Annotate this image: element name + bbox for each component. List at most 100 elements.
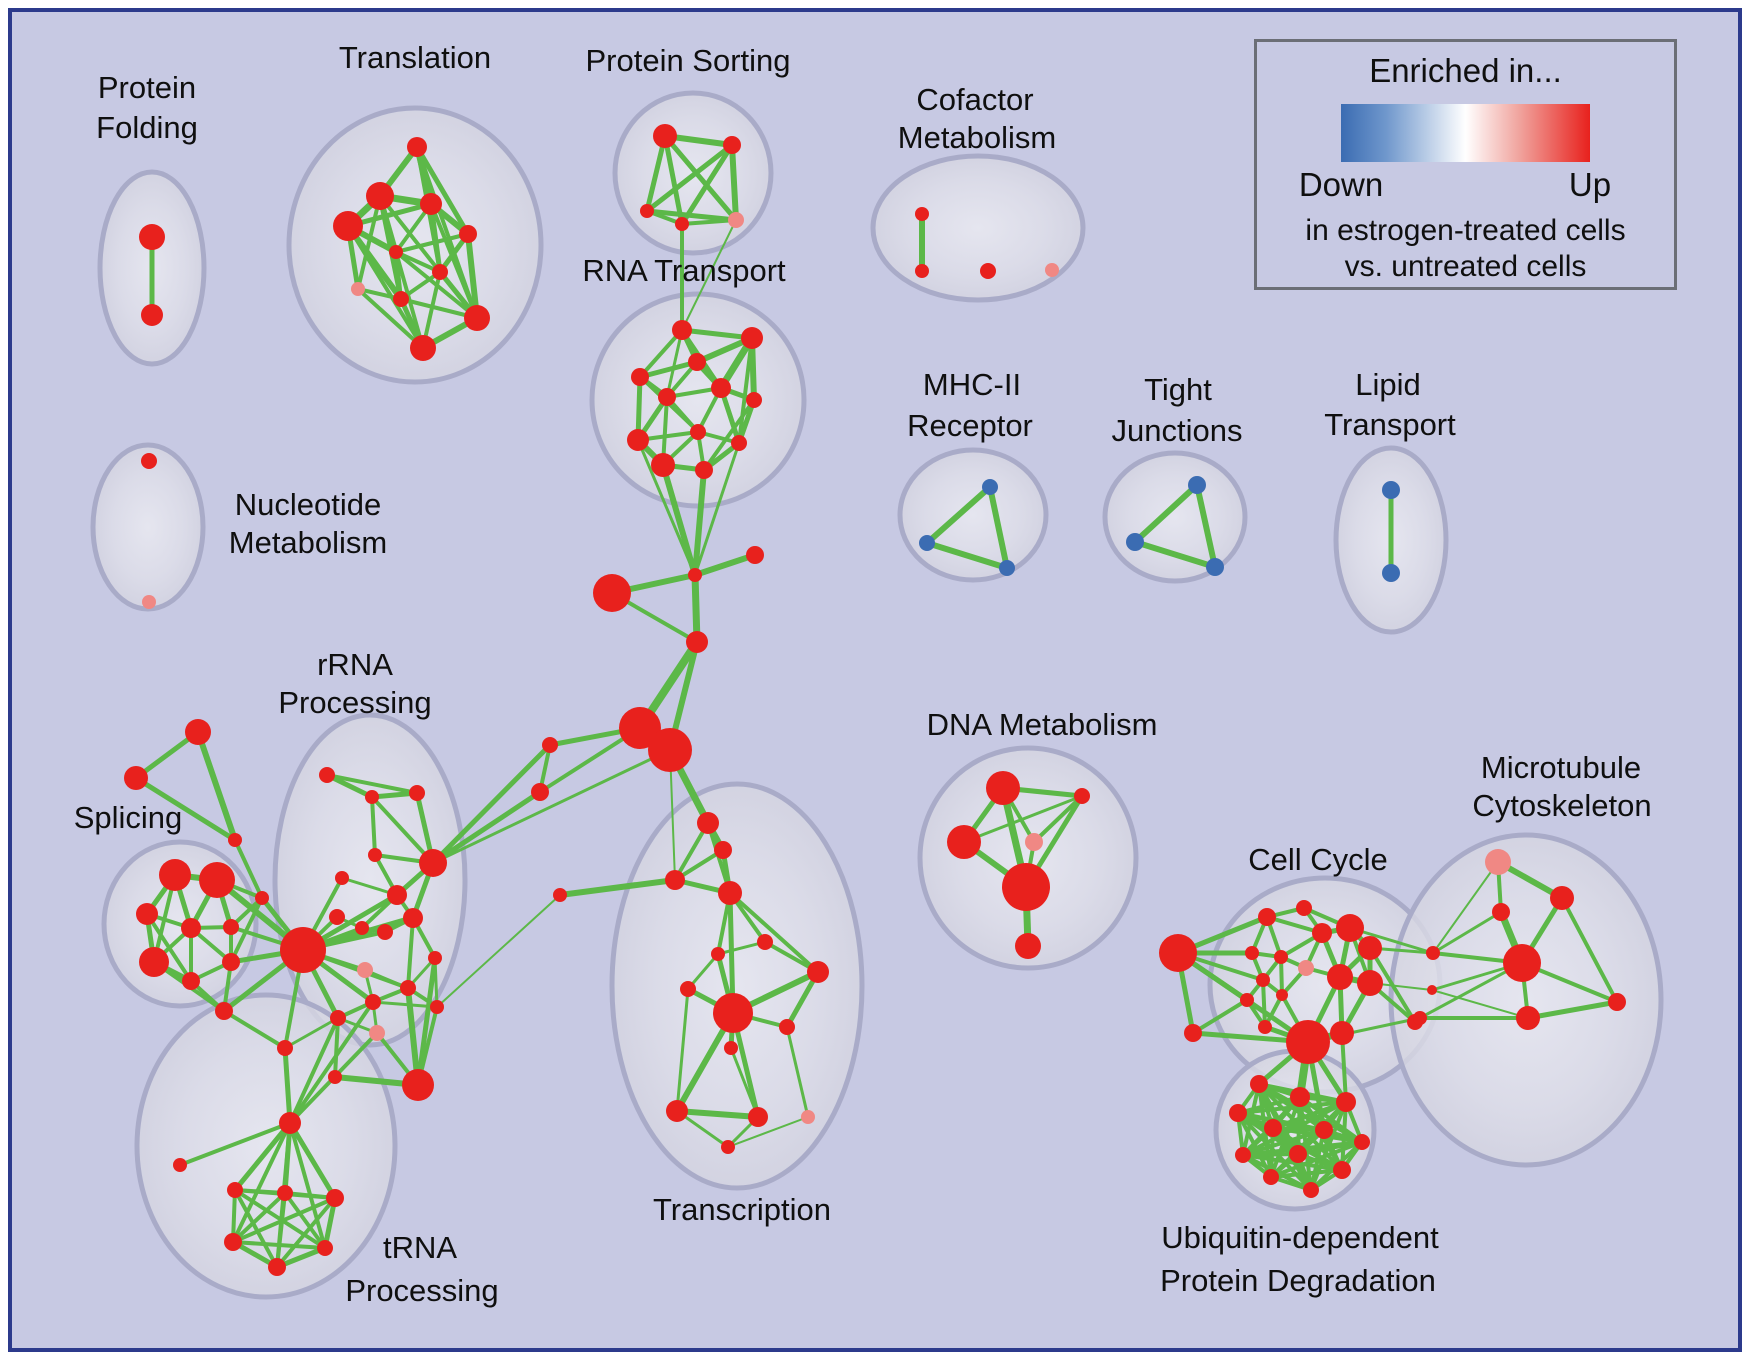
edge (729, 142, 739, 223)
edge (1241, 1128, 1326, 1157)
edge (924, 484, 993, 546)
cluster-ellipse-tight-junctions (1102, 450, 1248, 584)
edge (1132, 539, 1218, 570)
node (801, 1110, 815, 1124)
node (409, 785, 425, 801)
node (746, 546, 764, 564)
node (141, 304, 163, 326)
node (1286, 1020, 1330, 1064)
edge (282, 1045, 293, 1126)
edge (662, 133, 685, 227)
cluster-label-cell-cycle: Cell Cycle (1248, 842, 1388, 877)
edge (674, 1108, 761, 1120)
node (648, 728, 692, 772)
node (139, 947, 169, 977)
node (1315, 1121, 1333, 1139)
edge (962, 794, 1084, 844)
edge (662, 133, 739, 223)
node (1336, 914, 1364, 942)
node (721, 1140, 735, 1154)
node (653, 124, 677, 148)
edge (431, 748, 672, 865)
node (136, 903, 158, 925)
node (464, 305, 490, 331)
legend-caption-line1: in estrogen-treated cells (1305, 214, 1626, 247)
node (1426, 946, 1440, 960)
edge (1261, 978, 1267, 1029)
legend-axis-labels: Down Up (1291, 166, 1640, 204)
node (531, 783, 549, 801)
node (619, 707, 661, 749)
node (173, 1158, 187, 1172)
node (1074, 788, 1090, 804)
edge (430, 789, 543, 866)
edge (288, 1016, 340, 1125)
node (1002, 863, 1050, 911)
node (328, 1070, 342, 1084)
edge (133, 775, 238, 843)
edge (415, 955, 438, 1088)
node (330, 1010, 346, 1026)
edge (644, 142, 735, 214)
edge (924, 540, 1010, 571)
edge (1269, 1168, 1344, 1179)
node (368, 848, 382, 862)
edge (1032, 794, 1084, 844)
edge (325, 773, 419, 795)
edge (232, 1120, 293, 1193)
edge (430, 742, 553, 866)
node (1289, 1145, 1307, 1163)
node (1159, 934, 1197, 972)
edge (465, 231, 480, 321)
edge (394, 232, 470, 254)
node (1258, 1020, 1272, 1034)
node (680, 981, 696, 997)
node (185, 719, 211, 745)
node (1382, 564, 1400, 582)
cluster-label-rna-transport: RNA Transport (582, 253, 786, 288)
edge (356, 287, 425, 350)
edge (557, 877, 678, 898)
node (1357, 970, 1383, 996)
edge (394, 250, 442, 274)
node (919, 535, 935, 551)
node (223, 919, 239, 935)
node (690, 424, 706, 440)
node (357, 962, 373, 978)
edge (681, 219, 737, 331)
edge (1525, 999, 1620, 1021)
node (686, 631, 708, 653)
edge (1132, 482, 1200, 545)
node (1290, 1087, 1310, 1107)
node (1608, 993, 1626, 1011)
node (807, 961, 829, 983)
node (1015, 933, 1041, 959)
cluster-ellipse-trna-processing (134, 992, 398, 1300)
node (986, 771, 1020, 805)
node (915, 207, 929, 221)
edge (324, 772, 375, 800)
cluster-ellipse-nucleotide-metabolism (90, 442, 206, 612)
edge (636, 438, 697, 577)
edge (1431, 989, 1529, 1019)
cluster-label-transcription: Transcription (653, 1192, 831, 1227)
node (393, 291, 409, 307)
node (1296, 900, 1312, 916)
edge (691, 571, 701, 646)
legend-gradient-bar (1341, 104, 1590, 162)
cluster-label-splicing: Splicing (74, 800, 183, 835)
cluster-ellipse-transcription (609, 781, 865, 1191)
edge (680, 218, 738, 226)
cluster-label-dna-metabolism: DNA Metabolism (927, 707, 1158, 742)
node (666, 1100, 688, 1122)
node (268, 1258, 286, 1276)
node (718, 881, 742, 905)
node (553, 888, 567, 902)
edge (333, 1016, 340, 1079)
node (627, 429, 649, 451)
node (1126, 533, 1144, 551)
node (688, 568, 702, 582)
node (279, 1112, 301, 1134)
edge (679, 327, 755, 341)
